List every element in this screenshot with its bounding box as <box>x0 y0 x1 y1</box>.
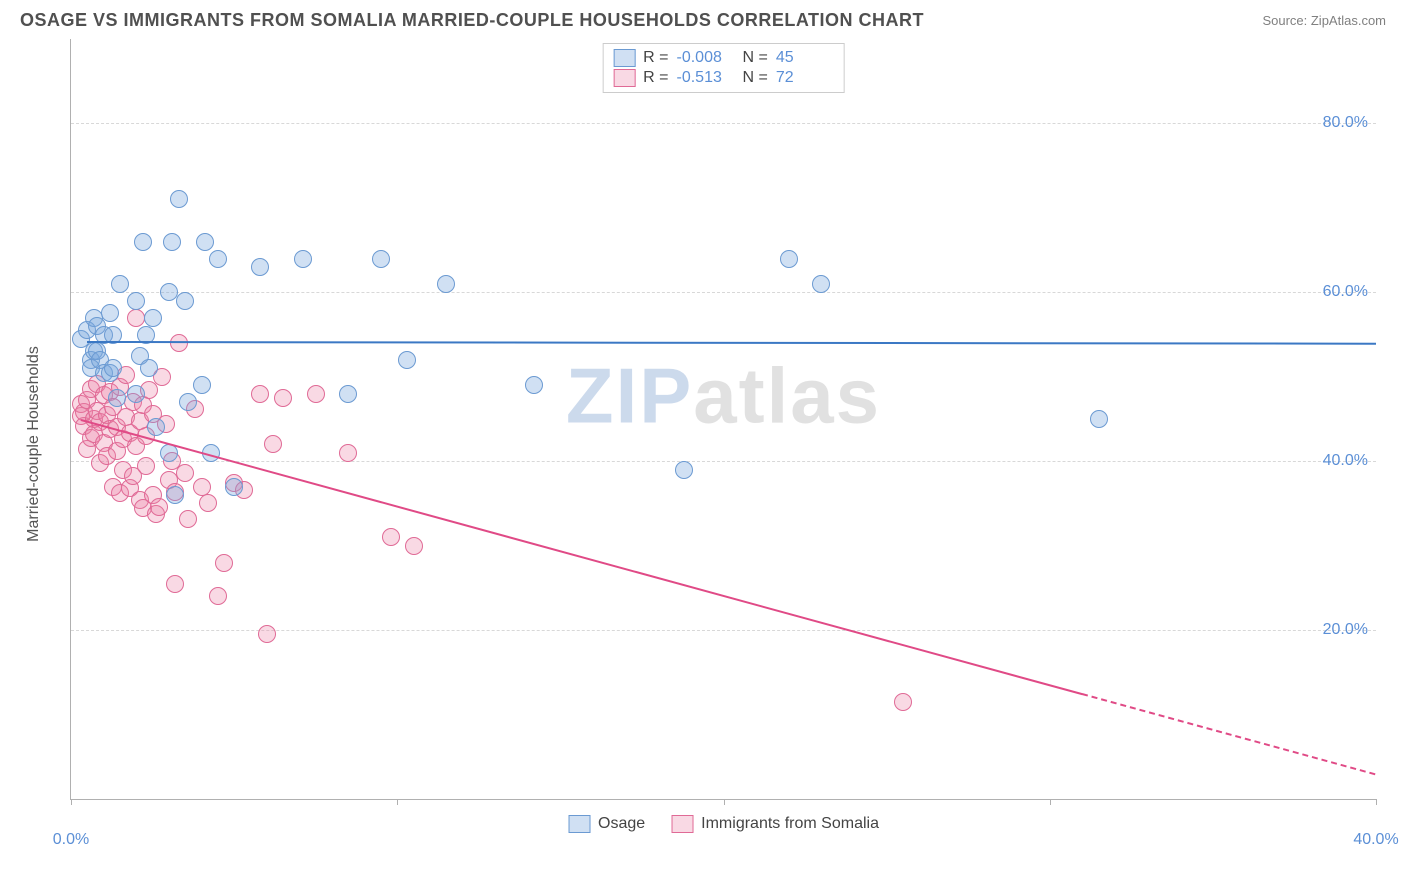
data-point <box>140 359 158 377</box>
data-point <box>104 359 122 377</box>
x-tick-label: 40.0% <box>1353 831 1398 849</box>
n-label: N = <box>743 69 768 87</box>
series-b-n-value: 72 <box>776 69 834 87</box>
data-point <box>209 250 227 268</box>
series-legend: Osage Immigrants from Somalia <box>568 815 879 833</box>
data-point <box>675 461 693 479</box>
data-point <box>382 528 400 546</box>
data-point <box>179 510 197 528</box>
x-tick <box>724 799 725 805</box>
x-tick-label: 0.0% <box>53 831 89 849</box>
trend-line <box>87 341 1376 345</box>
data-point <box>209 587 227 605</box>
data-point <box>812 275 830 293</box>
data-point <box>134 233 152 251</box>
series-b-name: Immigrants from Somalia <box>701 815 879 833</box>
series-b-swatch <box>613 69 635 87</box>
data-point <box>108 389 126 407</box>
data-point <box>176 464 194 482</box>
y-tick-label: 40.0% <box>1323 452 1368 470</box>
x-tick <box>1376 799 1377 805</box>
data-point <box>196 233 214 251</box>
data-point <box>894 693 912 711</box>
trend-line-extrapolated <box>1082 693 1376 775</box>
series-a-name: Osage <box>598 815 645 833</box>
data-point <box>398 351 416 369</box>
y-tick-label: 20.0% <box>1323 621 1368 639</box>
data-point <box>525 376 543 394</box>
data-point <box>150 498 168 516</box>
data-point <box>199 494 217 512</box>
r-label: R = <box>643 69 668 87</box>
gridline <box>71 461 1376 462</box>
data-point <box>170 190 188 208</box>
x-tick <box>1050 799 1051 805</box>
stats-legend-row: R = -0.513 N = 72 <box>613 68 834 88</box>
data-point <box>251 258 269 276</box>
n-label: N = <box>743 49 768 67</box>
watermark-tail: atlas <box>693 352 881 440</box>
data-point <box>160 283 178 301</box>
data-point <box>372 250 390 268</box>
data-point <box>437 275 455 293</box>
series-a-swatch <box>568 815 590 833</box>
data-point <box>193 376 211 394</box>
data-point <box>339 444 357 462</box>
data-point <box>144 309 162 327</box>
data-point <box>307 385 325 403</box>
data-point <box>101 304 119 322</box>
data-point <box>193 478 211 496</box>
data-point <box>294 250 312 268</box>
plot-area: ZIPatlas R = -0.008 N = 45 R = -0.513 N … <box>70 39 1376 800</box>
data-point <box>405 537 423 555</box>
data-point <box>251 385 269 403</box>
data-point <box>339 385 357 403</box>
y-tick-label: 60.0% <box>1323 283 1368 301</box>
series-b-swatch <box>671 815 693 833</box>
legend-item: Osage <box>568 815 645 833</box>
stats-legend-row: R = -0.008 N = 45 <box>613 48 834 68</box>
data-point <box>147 418 165 436</box>
data-point <box>179 393 197 411</box>
data-point <box>127 309 145 327</box>
source-label: Source: ZipAtlas.com <box>1262 13 1386 28</box>
data-point <box>166 486 184 504</box>
data-point <box>127 385 145 403</box>
data-point <box>176 292 194 310</box>
data-point <box>1090 410 1108 428</box>
y-axis-label: Married-couple Households <box>25 346 43 542</box>
series-a-r-value: -0.008 <box>677 49 735 67</box>
data-point <box>137 457 155 475</box>
watermark: ZIPatlas <box>566 351 881 442</box>
legend-item: Immigrants from Somalia <box>671 815 879 833</box>
data-point <box>111 275 129 293</box>
series-a-n-value: 45 <box>776 49 834 67</box>
data-point <box>258 625 276 643</box>
data-point <box>166 575 184 593</box>
y-tick-label: 80.0% <box>1323 114 1368 132</box>
chart-container: Married-couple Households ZIPatlas R = -… <box>20 39 1386 849</box>
data-point <box>274 389 292 407</box>
stats-legend: R = -0.008 N = 45 R = -0.513 N = 72 <box>602 43 845 93</box>
x-tick <box>71 799 72 805</box>
gridline <box>71 292 1376 293</box>
r-label: R = <box>643 49 668 67</box>
data-point <box>127 292 145 310</box>
series-b-r-value: -0.513 <box>677 69 735 87</box>
data-point <box>780 250 798 268</box>
data-point <box>264 435 282 453</box>
series-a-swatch <box>613 49 635 67</box>
gridline <box>71 123 1376 124</box>
data-point <box>225 478 243 496</box>
data-point <box>163 233 181 251</box>
watermark-head: ZIP <box>566 352 693 440</box>
chart-title: OSAGE VS IMMIGRANTS FROM SOMALIA MARRIED… <box>20 10 924 31</box>
x-tick <box>397 799 398 805</box>
data-point <box>215 554 233 572</box>
